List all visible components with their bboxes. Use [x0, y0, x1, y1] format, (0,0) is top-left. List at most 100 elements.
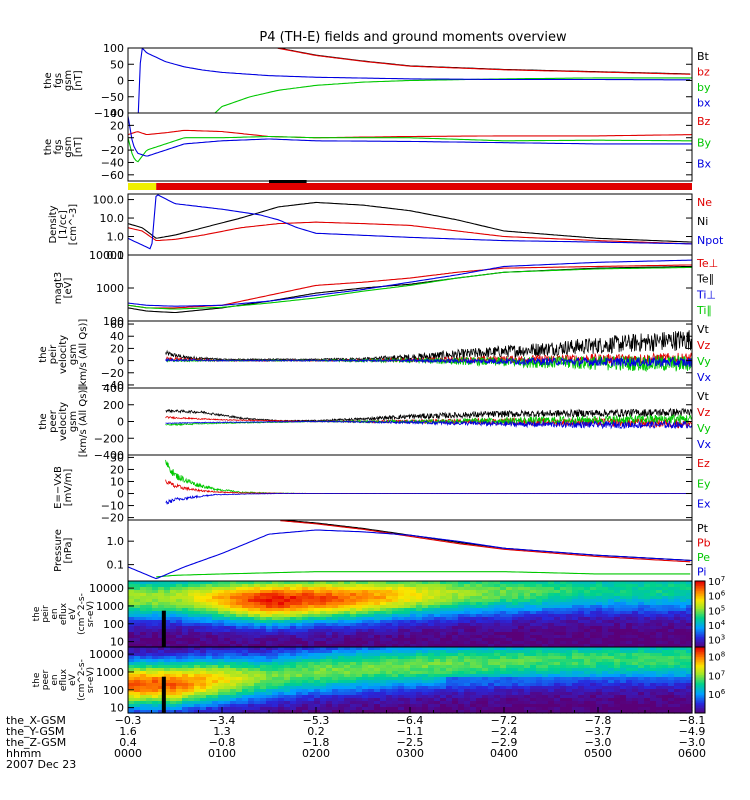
spectrogram-cell — [644, 605, 651, 609]
spectrogram-cell — [404, 698, 411, 702]
spectrogram-cell — [434, 581, 441, 585]
spectrogram-cell — [668, 593, 675, 597]
y-tick-label: 0.1 — [107, 249, 125, 262]
spectrogram-cell — [566, 677, 573, 681]
spectrogram-cell — [434, 644, 441, 648]
spectrogram-cell — [638, 698, 645, 702]
spectrogram-cell — [332, 623, 339, 627]
spectrogram-cell — [224, 593, 231, 597]
spectrogram-cell — [224, 638, 231, 642]
spectrogram-cell — [140, 635, 147, 639]
spectrogram-cell — [332, 608, 339, 612]
spectrogram-cell — [482, 707, 489, 711]
spectrogram-cell — [638, 635, 645, 639]
spectrogram-cell — [356, 653, 363, 657]
spectrogram-cell — [596, 683, 603, 687]
spectrogram-cell — [620, 653, 627, 657]
colorbar-step — [695, 691, 705, 694]
y-tick-label: 10.0 — [100, 212, 125, 225]
spectrogram-cell — [686, 611, 693, 615]
spectrogram-cell — [146, 650, 153, 654]
spectrogram-cell — [356, 674, 363, 678]
spectrogram-cell — [428, 626, 435, 630]
spectrogram-cell — [410, 632, 417, 636]
spectrogram-cell — [236, 608, 243, 612]
spectrogram-cell — [272, 635, 279, 639]
spectrogram-cell — [476, 587, 483, 591]
spectrogram-cell — [284, 704, 291, 708]
spectrogram-cell — [596, 587, 603, 591]
spectrogram-cell — [536, 662, 543, 666]
spectrogram-cell — [560, 593, 567, 597]
spectrogram-cell — [278, 662, 285, 666]
spectrogram-cell — [224, 590, 231, 594]
spectrogram-cell — [212, 584, 219, 588]
spectrogram-cell — [494, 680, 501, 684]
spectrogram-cell — [320, 617, 327, 621]
spectrogram-cell — [524, 683, 531, 687]
spectrogram-cell — [620, 692, 627, 696]
spectrogram-cell — [164, 614, 171, 618]
spectrogram-cell — [368, 659, 375, 663]
spectrogram-cell — [188, 593, 195, 597]
spectrogram-cell — [626, 590, 633, 594]
spectrogram-cell — [128, 584, 135, 588]
spectrogram-cell — [584, 584, 591, 588]
spectrogram-cell — [566, 671, 573, 675]
spectrogram-cell — [488, 647, 495, 651]
spectrogram-cell — [266, 620, 273, 624]
spectrogram-cell — [602, 668, 609, 672]
spectrogram-cell — [536, 611, 543, 615]
spectrogram-cell — [554, 644, 561, 648]
spectrogram-cell — [218, 701, 225, 705]
spectrogram-cell — [356, 602, 363, 606]
spectrogram-cell — [362, 677, 369, 681]
spectrogram-cell — [536, 605, 543, 609]
spectrogram-cell — [554, 710, 561, 714]
spectrogram-cell — [194, 677, 201, 681]
spectrogram-cell — [248, 671, 255, 675]
spectrogram-cell — [296, 644, 303, 648]
spectrogram-cell — [134, 638, 141, 642]
spectrogram-cell — [542, 599, 549, 603]
spectrogram-cell — [548, 650, 555, 654]
spectrogram-cell — [524, 635, 531, 639]
spectrogram-cell — [416, 626, 423, 630]
spectrogram-cell — [134, 662, 141, 666]
spectrogram-cell — [458, 656, 465, 660]
spectrogram-cell — [344, 629, 351, 633]
spectrogram-cell — [506, 647, 513, 651]
spectrogram-cell — [464, 584, 471, 588]
spectrogram-cell — [374, 596, 381, 600]
spectrogram-cell — [668, 611, 675, 615]
spectrogram-cell — [398, 689, 405, 693]
spectrogram-cell — [668, 614, 675, 618]
spectrogram-cell — [380, 698, 387, 702]
spectrogram-cell — [230, 602, 237, 606]
spectrogram-cell — [290, 605, 297, 609]
spectrogram-cell — [584, 659, 591, 663]
spectrogram-cell — [242, 683, 249, 687]
spectrogram-cell — [398, 704, 405, 708]
spectrogram-cell — [230, 650, 237, 654]
spectrogram-cell — [410, 662, 417, 666]
spectrogram-cell — [356, 686, 363, 690]
colorbar-step — [695, 689, 705, 693]
status-segment — [128, 183, 157, 190]
spectrogram-cell — [368, 608, 375, 612]
spectrogram-cell — [416, 701, 423, 705]
spectrogram-cell — [680, 593, 687, 597]
spectrogram-cell — [260, 647, 267, 651]
spectrogram-cell — [500, 674, 507, 678]
spectrogram-cell — [362, 596, 369, 600]
spectrogram-cell — [662, 599, 669, 603]
spectrogram-cell — [248, 650, 255, 654]
spectrogram-cell — [332, 683, 339, 687]
spectrogram-cell — [668, 692, 675, 696]
spectrogram-cell — [284, 641, 291, 645]
spectrogram-cell — [128, 590, 135, 594]
spectrogram-cell — [680, 683, 687, 687]
spectrogram-cell — [164, 620, 171, 624]
spectrogram-cell — [560, 689, 567, 693]
